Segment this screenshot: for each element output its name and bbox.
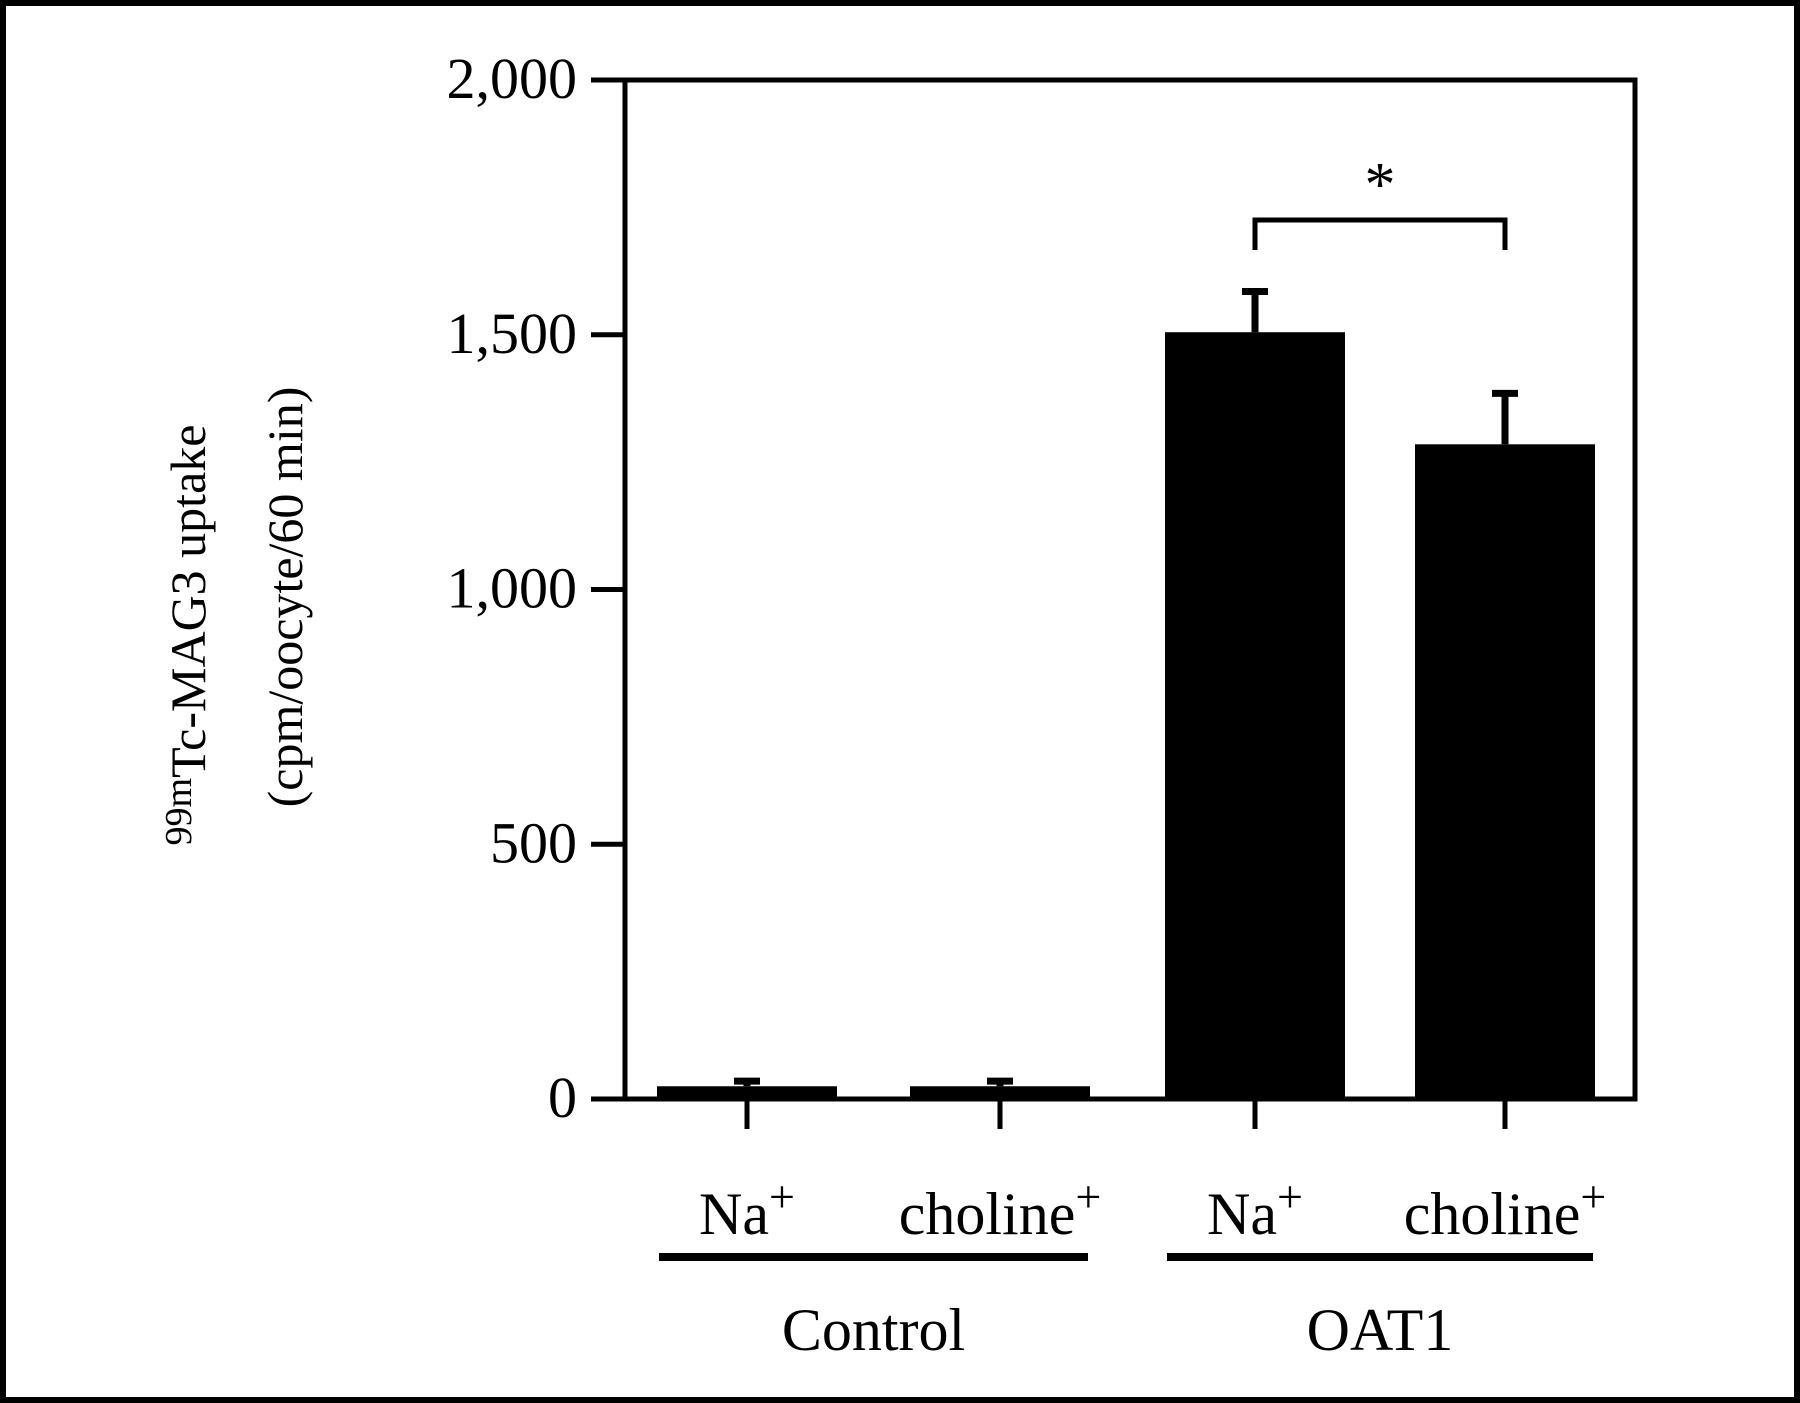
bars-layer [657,287,1595,1100]
significance-line [1252,217,1508,250]
y-tick-label: 1,500 [447,301,578,366]
y-axis-label-text: Tc-MAG3 uptake [160,425,216,778]
x-condition-label-sup: + [1580,1171,1606,1222]
y-tick-label: 2,000 [447,46,578,111]
x-condition-label-sup: + [1075,1171,1101,1222]
x-condition-label: Na+ [1207,1171,1303,1247]
bar [1415,444,1595,1100]
y-tick-label: 0 [548,1065,577,1130]
x-condition-label-text: choline [899,1181,1076,1247]
group-label: OAT1 [1307,1297,1454,1363]
x-condition-label: choline+ [1404,1171,1607,1247]
x-condition-label: choline+ [899,1171,1102,1247]
x-condition-label-text: Na [1207,1181,1277,1247]
x-condition-label-sup: + [1277,1171,1303,1222]
x-axis-labels: Na+ choline+ Na+ choline+Control OAT1 [659,1099,1606,1363]
y-axis-label-isotope: 99m [158,778,200,846]
y-axis-label-line1: 99mTc-MAG3 uptake [158,425,216,846]
group-label: Control [782,1297,965,1363]
bar [910,1086,1090,1099]
x-condition-label-sup: + [769,1171,795,1222]
bar [1165,332,1345,1099]
bar [657,1086,837,1099]
x-condition-label-text: choline [1404,1181,1581,1247]
y-axis-label-line2: (cpm/oocyte/60 min) [257,387,313,808]
y-tick-label: 1,000 [447,556,578,621]
y-tick-label: 500 [490,810,577,875]
significance-label: * [1365,151,1396,219]
y-axis-ticks: 0 500 1,000 1,500 2,000 [447,46,625,1130]
significance-bracket: * [1252,151,1508,250]
x-condition-label-text: Na [699,1181,769,1247]
x-condition-label: Na+ [699,1171,795,1247]
